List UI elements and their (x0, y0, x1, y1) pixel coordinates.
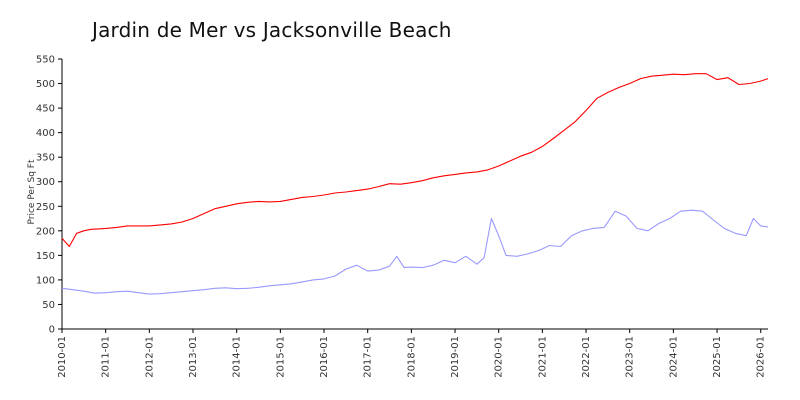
x-tick-label: 2024-01 (668, 336, 679, 378)
y-axis-label: Price Per Sq Ft (27, 159, 37, 224)
y-tick-label: 50 (42, 300, 55, 311)
y-tick-label: 400 (36, 128, 55, 139)
x-tick-label: 2026-01 (756, 336, 767, 378)
y-tick-label: 450 (36, 104, 55, 115)
x-tick-label: 2015-01 (275, 336, 286, 378)
y-tick-label: 300 (36, 177, 55, 188)
x-tick-label: 2020-01 (494, 336, 505, 378)
x-tick-label: 2012-01 (144, 336, 155, 378)
x-tick-label: 2016-01 (319, 336, 330, 378)
x-tick-label: 2010-01 (57, 336, 68, 378)
y-tick-label: 500 (36, 79, 55, 90)
series-layer (61, 73, 769, 295)
x-tick-label: 2021-01 (537, 336, 548, 378)
x-tick-label: 2017-01 (363, 336, 374, 378)
y-tick-label: 250 (36, 202, 55, 213)
x-tick-label: 2022-01 (581, 336, 592, 378)
y-tick-label: 350 (36, 153, 55, 164)
x-tick-label: 2018-01 (406, 336, 417, 378)
y-tick-label: 150 (36, 251, 55, 262)
y-tick-label: 100 (36, 275, 55, 286)
x-tick-label: 2023-01 (625, 336, 636, 378)
series-line-blue (61, 209, 769, 295)
x-tick-label: 2019-01 (450, 336, 461, 378)
y-tick-label: 0 (49, 325, 55, 336)
x-tick-label: 2014-01 (232, 336, 243, 378)
y-tick-label: 200 (36, 226, 55, 237)
chart-axes: 0 50 100 150 200 250 300 350 400 450 500 550 2010-01… (36, 55, 768, 378)
series-line-red (61, 73, 769, 248)
x-tick-label: 2025-01 (712, 336, 723, 378)
x-tick-label: 2013-01 (188, 336, 199, 378)
chart-title: Jardin de Mer vs Jacksonville Beach (92, 18, 452, 42)
x-tick-label: 2011-01 (101, 336, 112, 378)
y-tick-label: 550 (36, 55, 55, 66)
